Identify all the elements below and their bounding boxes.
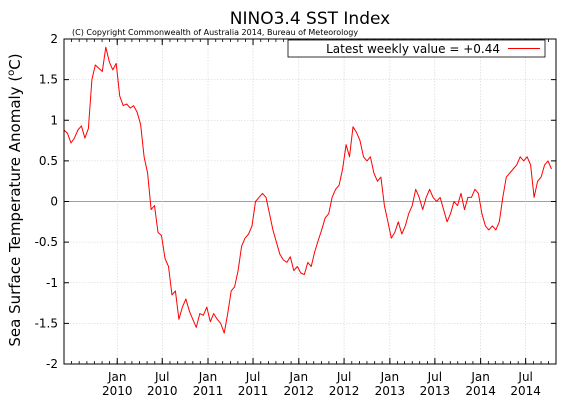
y-tick-label: -2 <box>46 357 58 371</box>
series-line <box>63 46 552 334</box>
y-axis-label: Sea Surface Temperature Anomaly (oC) <box>6 53 24 346</box>
x-tick-label-year: 2010 <box>102 384 133 398</box>
x-tick-label-year: 2013 <box>375 384 406 398</box>
legend-box <box>287 39 546 58</box>
y-tick-label: -0.5 <box>35 235 58 249</box>
x-tick-label-month: Jan <box>380 370 400 384</box>
chart-title: NINO3.4 SST Index <box>230 9 390 29</box>
y-tick-label: 0.5 <box>39 154 58 168</box>
grid <box>64 39 556 364</box>
y-axis-label-main: Sea Surface Temperature Anomaly ( <box>6 76 24 347</box>
y-axis-label-sup: o <box>6 70 17 76</box>
plot-frame <box>63 38 557 365</box>
x-tick-label-year: 2012 <box>284 384 315 398</box>
axes: -2-1.5-1-0.500.511.52Jan2010Jul2010Jan20… <box>35 32 556 398</box>
x-tick-label-year: 2010 <box>147 384 178 398</box>
y-tick-label: 1 <box>50 113 58 127</box>
x-tick-label-month: Jul <box>336 370 351 384</box>
y-tick-label: 2 <box>50 32 58 46</box>
y-tick-label: -1 <box>46 276 58 290</box>
y-tick-label: 0 <box>50 195 58 209</box>
x-tick-label-year: 2011 <box>238 384 269 398</box>
x-tick-label-month: Jul <box>154 370 169 384</box>
x-tick-label-year: 2012 <box>329 384 360 398</box>
x-tick-label-month: Jul <box>427 370 442 384</box>
y-tick-label: 1.5 <box>39 73 58 87</box>
legend: Latest weekly value = +0.44 <box>287 39 546 58</box>
x-tick-label-year: 2011 <box>193 384 224 398</box>
x-tick-label-month: Jul <box>245 370 260 384</box>
chart-copyright: (C) Copyright Commonwealth of Australia … <box>72 28 358 37</box>
x-tick-label-year: 2014 <box>465 384 496 398</box>
x-tick-label-month: Jan <box>198 370 218 384</box>
x-tick-label-year: 2014 <box>510 384 541 398</box>
x-tick-label-month: Jul <box>517 370 532 384</box>
x-tick-label-month: Jan <box>289 370 309 384</box>
x-tick-label-month: Jan <box>470 370 490 384</box>
x-tick-label-year: 2013 <box>420 384 451 398</box>
series-layer <box>63 46 552 334</box>
x-tick-label-month: Jan <box>107 370 127 384</box>
y-axis-label-unit: C) <box>6 53 24 69</box>
legend-label: Latest weekly value = +0.44 <box>326 42 500 56</box>
y-tick-label: -1.5 <box>35 316 58 330</box>
